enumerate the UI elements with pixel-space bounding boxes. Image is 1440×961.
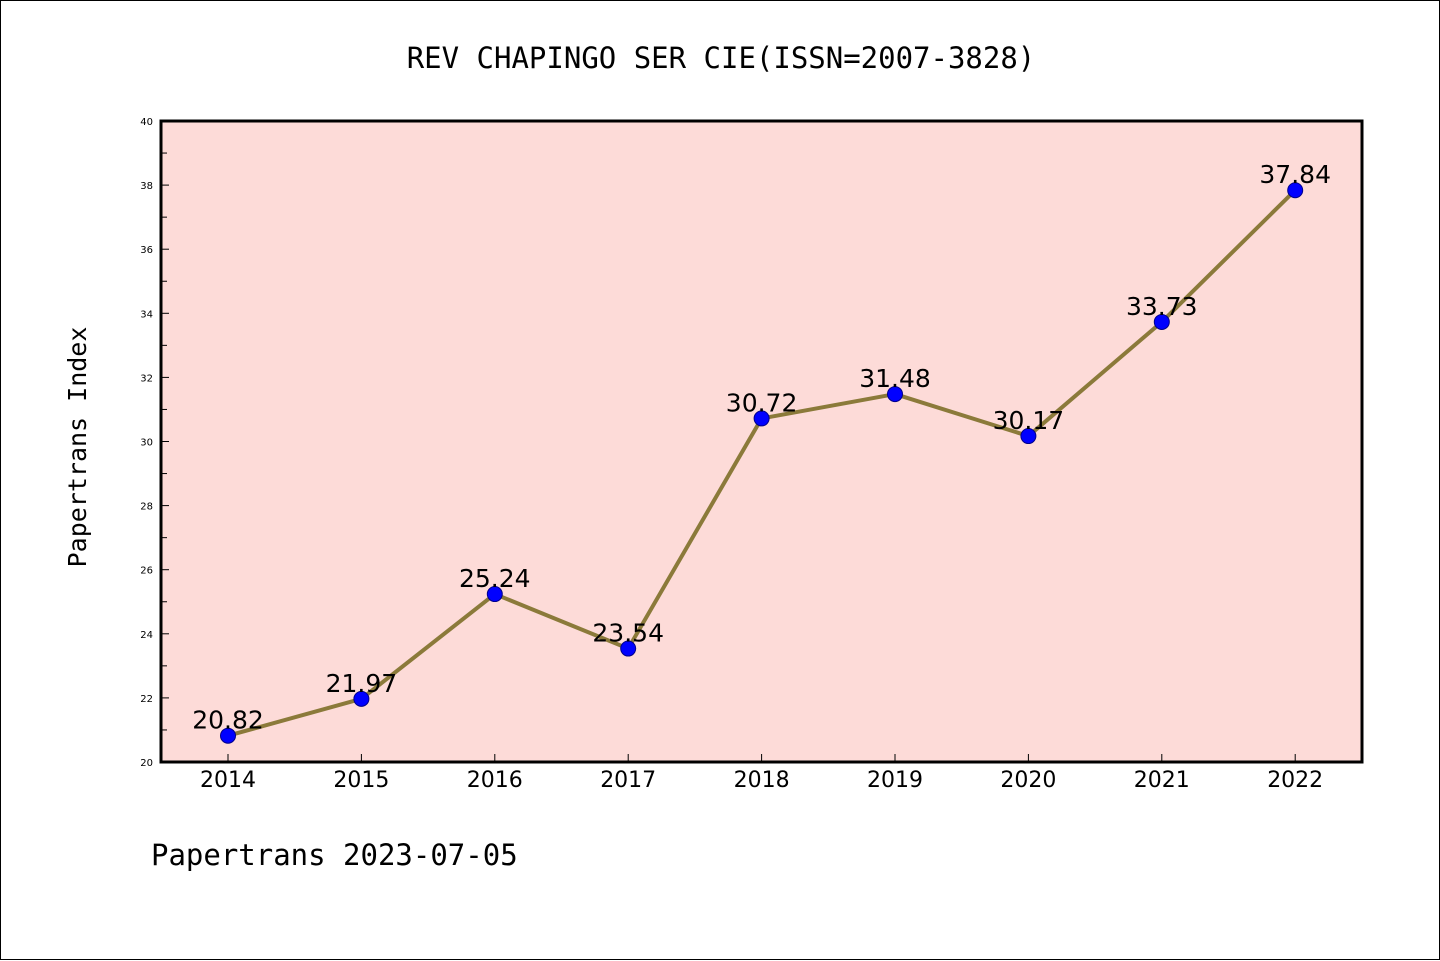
x-tick-label: 2020: [1000, 768, 1056, 793]
x-tick-label: 2017: [600, 768, 656, 793]
x-axis: 2014 2015 2016 2017 2018 2019 2020 2021 2022: [200, 754, 1323, 793]
y-axis: 20 22 24 26 28 30 32 34 36 38 40: [140, 117, 169, 769]
x-tick-label: 2018: [734, 768, 790, 793]
x-tick-label: 2021: [1134, 768, 1190, 793]
y-tick-label: 34: [140, 309, 153, 320]
y-tick-label: 36: [140, 245, 153, 256]
data-point: [1020, 428, 1037, 445]
data-point: [220, 727, 236, 744]
data-point: [1287, 182, 1304, 199]
y-tick-label: 26: [140, 566, 153, 577]
x-tick-label: 2022: [1267, 768, 1323, 793]
x-tick-label: 2016: [467, 768, 523, 793]
data-point: [887, 386, 903, 403]
chart-title: REV CHAPINGO SER CIE(ISSN=2007-3828): [407, 41, 1036, 75]
x-tick-label: 2014: [200, 768, 256, 793]
data-point: [620, 640, 637, 657]
data-label: 23.54: [592, 619, 664, 648]
data-labels: 20.82 21.97 25.24 23.54 30.72 31.48 30.17 33.73…: [192, 160, 1331, 734]
data-label: 21.97: [326, 669, 398, 698]
data-label: 31.48: [859, 364, 931, 393]
y-tick-label: 30: [140, 438, 153, 449]
y-tick-label: 22: [140, 694, 153, 705]
y-tick-label: 40: [140, 117, 153, 128]
x-tick-label: 2015: [333, 768, 389, 793]
data-label: 25.24: [459, 564, 531, 593]
data-label: 30.17: [993, 406, 1065, 435]
y-axis-label: Papertrans Index: [63, 327, 92, 568]
data-point: [353, 690, 370, 707]
y-tick-label: 20: [140, 758, 153, 769]
footer-text: Papertrans 2023-07-05: [151, 838, 518, 872]
y-tick-label: 38: [140, 181, 153, 192]
data-label: 33.73: [1126, 292, 1198, 321]
x-tick-label: 2019: [867, 768, 923, 793]
plot-border: [159, 119, 1364, 764]
y-tick-label: 32: [140, 373, 153, 384]
data-point: [753, 410, 770, 427]
y-tick-label: 28: [140, 502, 153, 513]
data-point: [1153, 313, 1170, 330]
y-tick-label: 24: [140, 630, 153, 641]
data-point: [486, 586, 503, 603]
data-label: 30.72: [726, 388, 798, 417]
data-points: [220, 182, 1304, 744]
data-label: 20.82: [192, 706, 264, 735]
data-label: 37.84: [1259, 160, 1331, 189]
plot-area: [161, 121, 1362, 762]
